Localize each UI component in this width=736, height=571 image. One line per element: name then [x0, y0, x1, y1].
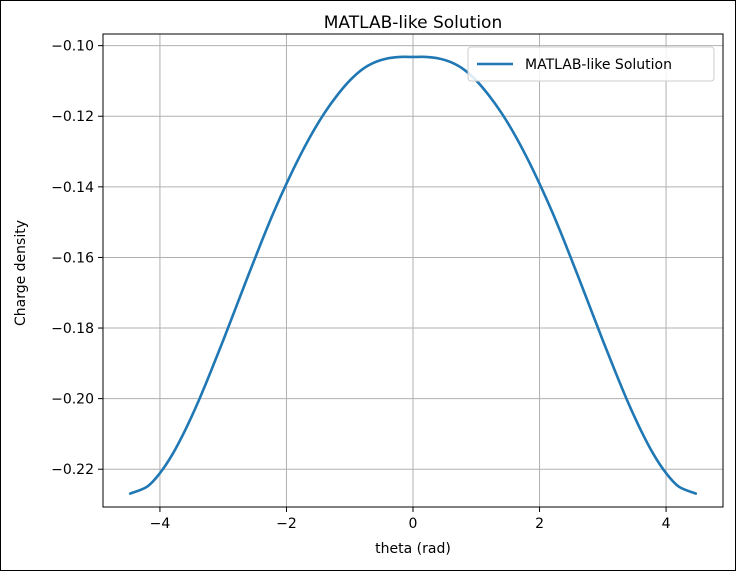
x-tick-label: −4	[150, 516, 171, 532]
y-axis-label: Charge density	[13, 220, 29, 326]
x-tick-label: 0	[409, 516, 418, 532]
x-tick-label: −2	[276, 516, 297, 532]
x-axis-label: theta (rad)	[375, 541, 451, 557]
y-tick-label: −0.22	[51, 462, 94, 478]
chart-title: MATLAB-like Solution	[324, 13, 502, 33]
y-tick-label: −0.12	[51, 109, 94, 125]
legend: MATLAB-like Solution	[467, 46, 715, 82]
y-tick-label: −0.20	[51, 392, 94, 408]
grid	[103, 34, 723, 507]
y-tick-label: −0.14	[51, 180, 94, 196]
y-tick-label: −0.18	[51, 321, 94, 337]
x-tick-label: 2	[535, 516, 544, 532]
x-tick-label: 4	[662, 516, 671, 532]
series-line-matlab-like-solution	[128, 55, 698, 495]
axis-ticks: −4 −2 0 2 4 −0.10 −0.12 −0.14 −0.16 −0.18 −0.20 −0.…	[51, 39, 671, 532]
legend-box	[467, 46, 715, 82]
y-tick-label: −0.10	[51, 39, 94, 55]
legend-label: MATLAB-like Solution	[525, 57, 672, 73]
y-tick-label: −0.16	[51, 250, 94, 266]
